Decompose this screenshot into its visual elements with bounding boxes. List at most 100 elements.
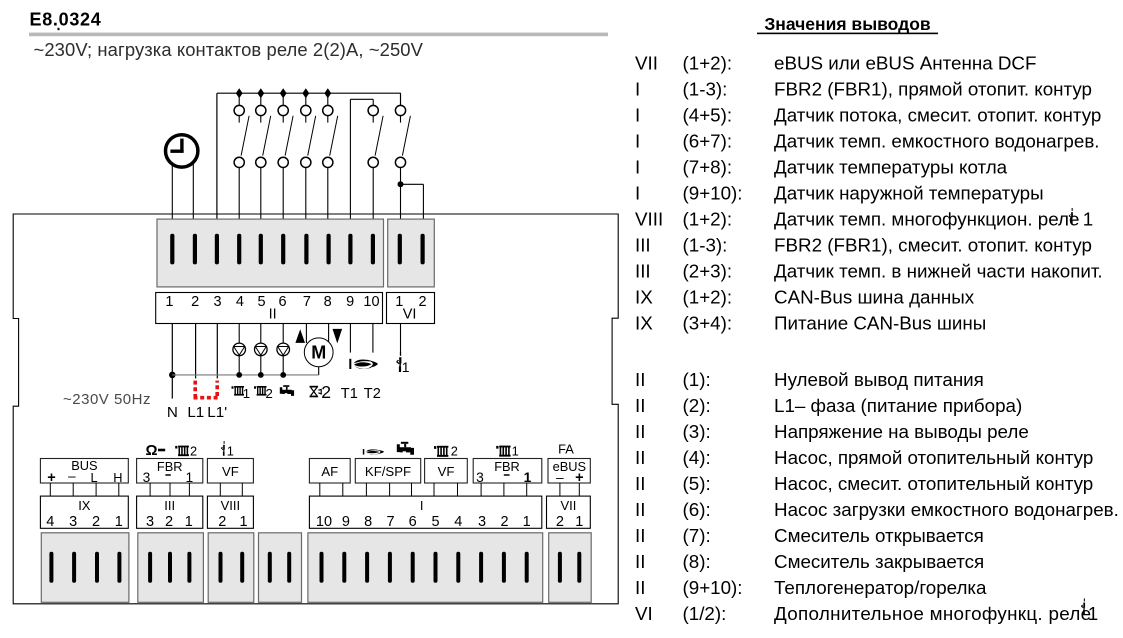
svg-text:(1+2):: (1+2): — [683, 286, 733, 307]
svg-text:VIII: VIII — [221, 498, 241, 513]
svg-text:1: 1 — [227, 444, 234, 459]
svg-text:+: + — [47, 470, 55, 486]
svg-text:III: III — [164, 498, 175, 513]
svg-text:II: II — [635, 369, 645, 390]
svg-text:1: 1 — [512, 444, 519, 459]
svg-text:2: 2 — [190, 444, 197, 459]
svg-text:II: II — [635, 551, 645, 572]
svg-text:FBR2 (FBR1), смесит. отопит. к: FBR2 (FBR1), смесит. отопит. контур — [774, 234, 1092, 255]
svg-text:FBR: FBR — [157, 459, 183, 474]
svg-text:1: 1 — [243, 386, 250, 401]
svg-text:I: I — [635, 104, 640, 125]
svg-text:~230V 50Hz: ~230V 50Hz — [63, 391, 151, 408]
svg-text:1: 1 — [1083, 208, 1093, 229]
svg-text:4: 4 — [46, 514, 54, 530]
svg-text:KF/SPF: KF/SPF — [365, 464, 411, 479]
svg-text:Датчик темп. многофункцион. ре: Датчик темп. многофункцион. реле — [774, 208, 1079, 229]
svg-text:I: I — [635, 182, 640, 203]
svg-text:AF: AF — [321, 464, 338, 479]
svg-text:8: 8 — [324, 294, 332, 310]
svg-text:H: H — [113, 470, 122, 485]
svg-text:(7):: (7): — [683, 525, 711, 546]
svg-text:Датчик темп. емкостного водона: Датчик темп. емкостного водонагрев. — [774, 130, 1100, 151]
svg-text:(4+5):: (4+5): — [683, 104, 733, 125]
svg-text:9: 9 — [342, 514, 350, 530]
svg-text:(3+4):: (3+4): — [683, 312, 733, 333]
svg-text:(8):: (8): — [683, 551, 711, 572]
svg-text:1: 1 — [395, 294, 403, 310]
svg-text:Нулевой вывод питания: Нулевой вывод питания — [774, 369, 984, 390]
svg-text:(9+10):: (9+10): — [683, 182, 743, 203]
svg-text:BUS: BUS — [71, 458, 97, 473]
svg-text:VII: VII — [635, 52, 658, 73]
svg-text:(1/2):: (1/2): — [683, 603, 727, 624]
svg-text:Теплогенератор/горелка: Теплогенератор/горелка — [774, 577, 987, 598]
svg-text:Ω: Ω — [145, 442, 157, 459]
svg-text:T2: T2 — [364, 386, 381, 402]
svg-text:Датчик темп. в нижней части на: Датчик темп. в нижней части накопит. — [774, 260, 1103, 281]
svg-text:VI: VI — [635, 603, 653, 624]
svg-text:VI: VI — [403, 307, 417, 323]
svg-text:Насос, прямой отопительный кон: Насос, прямой отопительный контур — [774, 447, 1093, 468]
svg-text:10: 10 — [363, 294, 379, 310]
svg-text:9: 9 — [346, 294, 354, 310]
svg-text:2: 2 — [92, 514, 100, 530]
svg-text:II: II — [635, 525, 645, 546]
svg-text:(6):: (6): — [683, 499, 711, 520]
svg-text:II: II — [269, 307, 277, 323]
svg-text:2: 2 — [165, 514, 173, 530]
svg-text:I: I — [635, 156, 640, 177]
svg-text:5: 5 — [431, 514, 439, 530]
svg-text:Датчик температуры котла: Датчик температуры котла — [774, 156, 1008, 177]
svg-text:3: 3 — [69, 514, 77, 530]
svg-text:II: II — [635, 421, 645, 442]
svg-text:VII: VII — [560, 498, 576, 513]
svg-text:VF: VF — [438, 464, 455, 479]
svg-text:L: L — [90, 470, 97, 485]
svg-text:(9+10):: (9+10): — [683, 577, 743, 598]
svg-text:~230V; нагрузка контактов реле: ~230V; нагрузка контактов реле 2(2)A, ~2… — [34, 39, 424, 60]
svg-text:6: 6 — [278, 294, 286, 310]
svg-text:1: 1 — [115, 514, 123, 530]
svg-text:–: – — [68, 468, 76, 483]
svg-text:(4):: (4): — [683, 447, 711, 468]
svg-text:3: 3 — [143, 470, 151, 485]
svg-text:2: 2 — [321, 382, 331, 402]
svg-text:(1):: (1): — [683, 369, 711, 390]
svg-text:FA: FA — [558, 441, 574, 456]
svg-text:L1– фаза (питание прибора): L1– фаза (питание прибора) — [774, 395, 1022, 416]
svg-text:VF: VF — [222, 464, 239, 479]
svg-text:3: 3 — [146, 514, 154, 530]
svg-text:1: 1 — [186, 470, 194, 485]
svg-text:1: 1 — [524, 470, 532, 485]
svg-text:Датчик наружной температуры: Датчик наружной температуры — [774, 182, 1044, 203]
svg-text:(1+2):: (1+2): — [683, 208, 733, 229]
svg-text:Дополнительное многофункц. рел: Дополнительное многофункц. реле — [774, 603, 1091, 624]
svg-text:4: 4 — [236, 294, 244, 310]
svg-text:+: + — [575, 470, 583, 486]
svg-text:I: I — [635, 78, 640, 99]
svg-text:E8.0324: E8.0324 — [30, 10, 102, 30]
svg-text:1: 1 — [523, 514, 531, 530]
svg-text:1: 1 — [240, 514, 248, 530]
svg-text:CAN-Bus шина данных: CAN-Bus шина данных — [774, 286, 975, 307]
svg-text:(3):: (3): — [683, 421, 711, 442]
svg-text:Напряжение на выводы реле: Напряжение на выводы реле — [774, 421, 1029, 442]
svg-text:(1-3):: (1-3): — [683, 234, 728, 255]
svg-text:6: 6 — [409, 514, 417, 530]
svg-text:II: II — [635, 499, 645, 520]
svg-text:I: I — [635, 130, 640, 151]
svg-text:Насос, смесит. отопительный ко: Насос, смесит. отопительный контур — [774, 473, 1093, 494]
svg-text:1: 1 — [575, 514, 583, 530]
svg-text:2: 2 — [451, 443, 458, 458]
svg-text:Смеситель закрывается: Смеситель закрывается — [774, 551, 984, 572]
svg-text:FBR: FBR — [494, 459, 520, 474]
svg-text:(7+8):: (7+8): — [683, 156, 733, 177]
svg-text:IX: IX — [635, 312, 653, 333]
svg-text:3: 3 — [478, 514, 486, 530]
svg-text:FBR2 (FBR1), прямой отопит. ко: FBR2 (FBR1), прямой отопит. контур — [774, 78, 1092, 99]
svg-text:5: 5 — [258, 294, 266, 310]
svg-text:II: II — [635, 473, 645, 494]
svg-text:IX: IX — [635, 286, 653, 307]
svg-text:III: III — [635, 234, 651, 255]
